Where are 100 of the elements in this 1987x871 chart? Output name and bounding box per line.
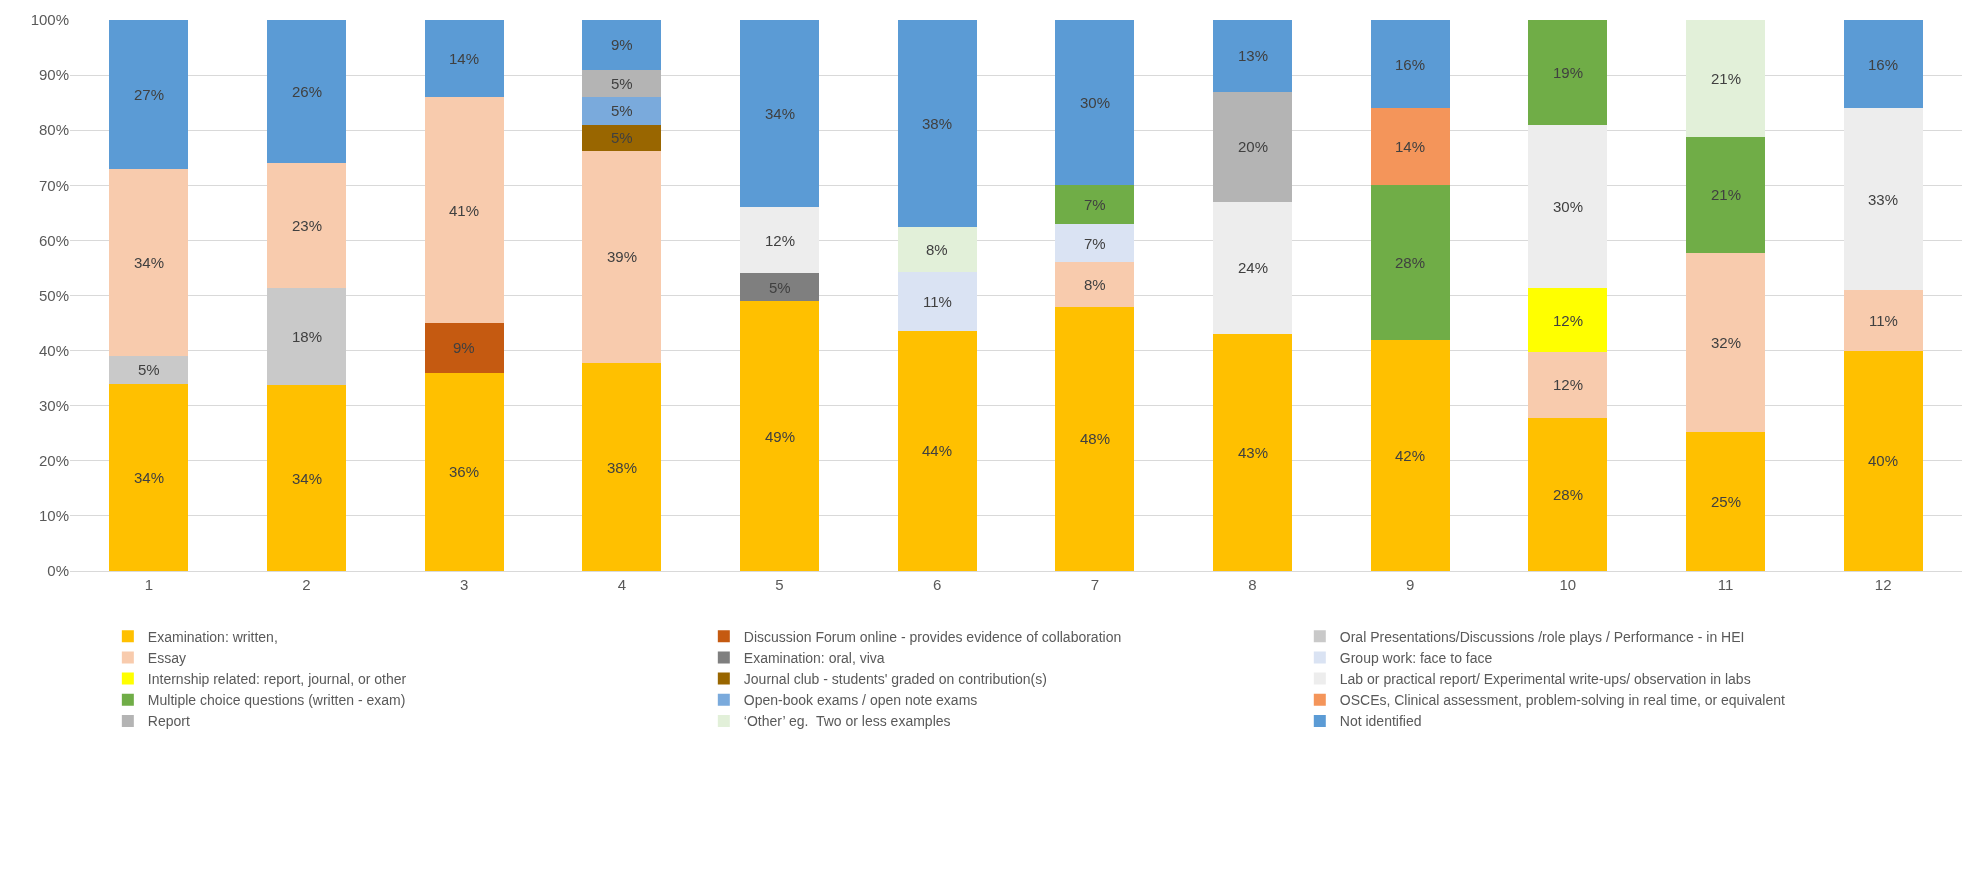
data-label: 48%: [1080, 430, 1111, 447]
bar: [1370, 339, 1450, 571]
bar: [424, 323, 504, 373]
data-label: 41%: [449, 202, 480, 219]
data-label: 34%: [765, 105, 796, 122]
data-label: 12%: [1553, 312, 1584, 329]
bar: [1370, 108, 1450, 186]
legend-label: ‘Other’ eg. Two or less examples: [743, 713, 951, 730]
bar: [1055, 185, 1135, 224]
legend-label: Group work: face to face: [1339, 649, 1493, 666]
legend-label: Multiple choice questions (written - exam): [147, 692, 406, 709]
legend-label: Examination: oral, viva: [743, 649, 885, 666]
bar: [1686, 20, 1765, 137]
bar: [582, 20, 662, 70]
data-label: 40%: [1868, 452, 1899, 469]
y-tick-label: 30%: [38, 396, 69, 414]
y-tick-label: 80%: [38, 121, 69, 139]
bar: [740, 301, 819, 571]
legend-label: Lab or practical report/ Experimental write-ups/ observation in labs: [1339, 671, 1751, 688]
y-tick-label: 40%: [38, 341, 69, 359]
bar: [1686, 136, 1765, 254]
data-label: 5%: [611, 102, 633, 119]
bar: [109, 356, 189, 384]
data-label: 5%: [769, 279, 791, 296]
x-tick-label: 2: [302, 576, 311, 593]
legend-label: Internship related: report, journal, or other: [147, 671, 407, 688]
bar: [582, 363, 662, 571]
bar: [1213, 91, 1292, 202]
legend-label: Not identified: [1339, 713, 1422, 730]
bar: [267, 287, 346, 386]
bar: [582, 124, 662, 151]
data-label: 11%: [923, 293, 952, 310]
bar: [897, 226, 977, 272]
bar: [1843, 289, 1923, 351]
bar: [1055, 20, 1135, 186]
x-tick-label: 1: [144, 576, 153, 593]
data-label: 39%: [607, 248, 638, 265]
data-label: 36%: [449, 463, 480, 480]
data-label: 30%: [1553, 198, 1584, 215]
x-tick-label: 6: [933, 576, 942, 593]
y-tick-label: 70%: [38, 176, 69, 194]
x-tick-label: 9: [1406, 576, 1415, 593]
bar: [1686, 431, 1765, 571]
data-label: 38%: [607, 459, 638, 476]
x-tick-label: 12: [1874, 576, 1892, 593]
legend-label: Discussion Forum online - provides evidence of collaboration: [743, 628, 1122, 645]
bar: [424, 97, 504, 324]
data-label: 26%: [292, 83, 323, 100]
legend-label: Examination: written,: [147, 628, 278, 645]
data-label: 21%: [1711, 186, 1742, 203]
data-label: 20%: [1238, 138, 1269, 155]
x-tick-label: 10: [1559, 576, 1577, 593]
bar: [109, 383, 189, 571]
data-label: 12%: [1553, 376, 1584, 393]
x-tick-label: 3: [460, 576, 469, 593]
data-label: 8%: [926, 241, 948, 258]
bar: [582, 69, 662, 98]
bar: [1370, 185, 1450, 340]
data-label: 42%: [1395, 447, 1426, 464]
legend-label: Report: [147, 713, 190, 730]
bar: [1528, 124, 1608, 289]
legend-label: Essay: [147, 649, 186, 666]
data-label: 49%: [765, 428, 796, 445]
bar: [1843, 20, 1923, 109]
data-label: 9%: [611, 36, 633, 53]
bar: [1370, 20, 1450, 109]
y-tick-label: 90%: [38, 66, 69, 84]
data-label: 21%: [1711, 70, 1742, 87]
data-label: 14%: [449, 50, 480, 67]
bar: [1686, 253, 1765, 432]
bar: [109, 20, 189, 169]
data-label: 7%: [1084, 196, 1106, 213]
bar: [582, 97, 662, 125]
data-label: 9%: [453, 339, 475, 356]
x-tick-label: 7: [1090, 576, 1099, 593]
bar: [267, 20, 346, 163]
bar: [1213, 201, 1292, 335]
data-label: 23%: [292, 217, 323, 234]
bar: [582, 150, 662, 364]
data-label: 38%: [922, 115, 953, 132]
data-label: 5%: [138, 361, 160, 378]
bar: [1055, 262, 1135, 307]
data-label: 5%: [611, 75, 633, 92]
data-label: 8%: [1084, 276, 1106, 293]
y-tick-label: 10%: [38, 507, 69, 525]
y-tick-label: 20%: [38, 452, 69, 470]
data-label: 25%: [1711, 493, 1742, 510]
bar: [897, 271, 977, 331]
data-label: 19%: [1553, 64, 1584, 81]
bar: [740, 207, 819, 274]
bar: [1213, 20, 1292, 92]
bar: [424, 372, 504, 571]
data-label: 33%: [1868, 191, 1899, 208]
data-label: 12%: [765, 232, 796, 249]
bar: [1528, 20, 1608, 125]
bar: [1843, 350, 1923, 571]
x-tick-label: 8: [1248, 576, 1257, 593]
y-tick-label: 0%: [47, 562, 69, 580]
y-tick-label: 100%: [30, 11, 69, 29]
y-tick-label: 60%: [38, 231, 69, 249]
